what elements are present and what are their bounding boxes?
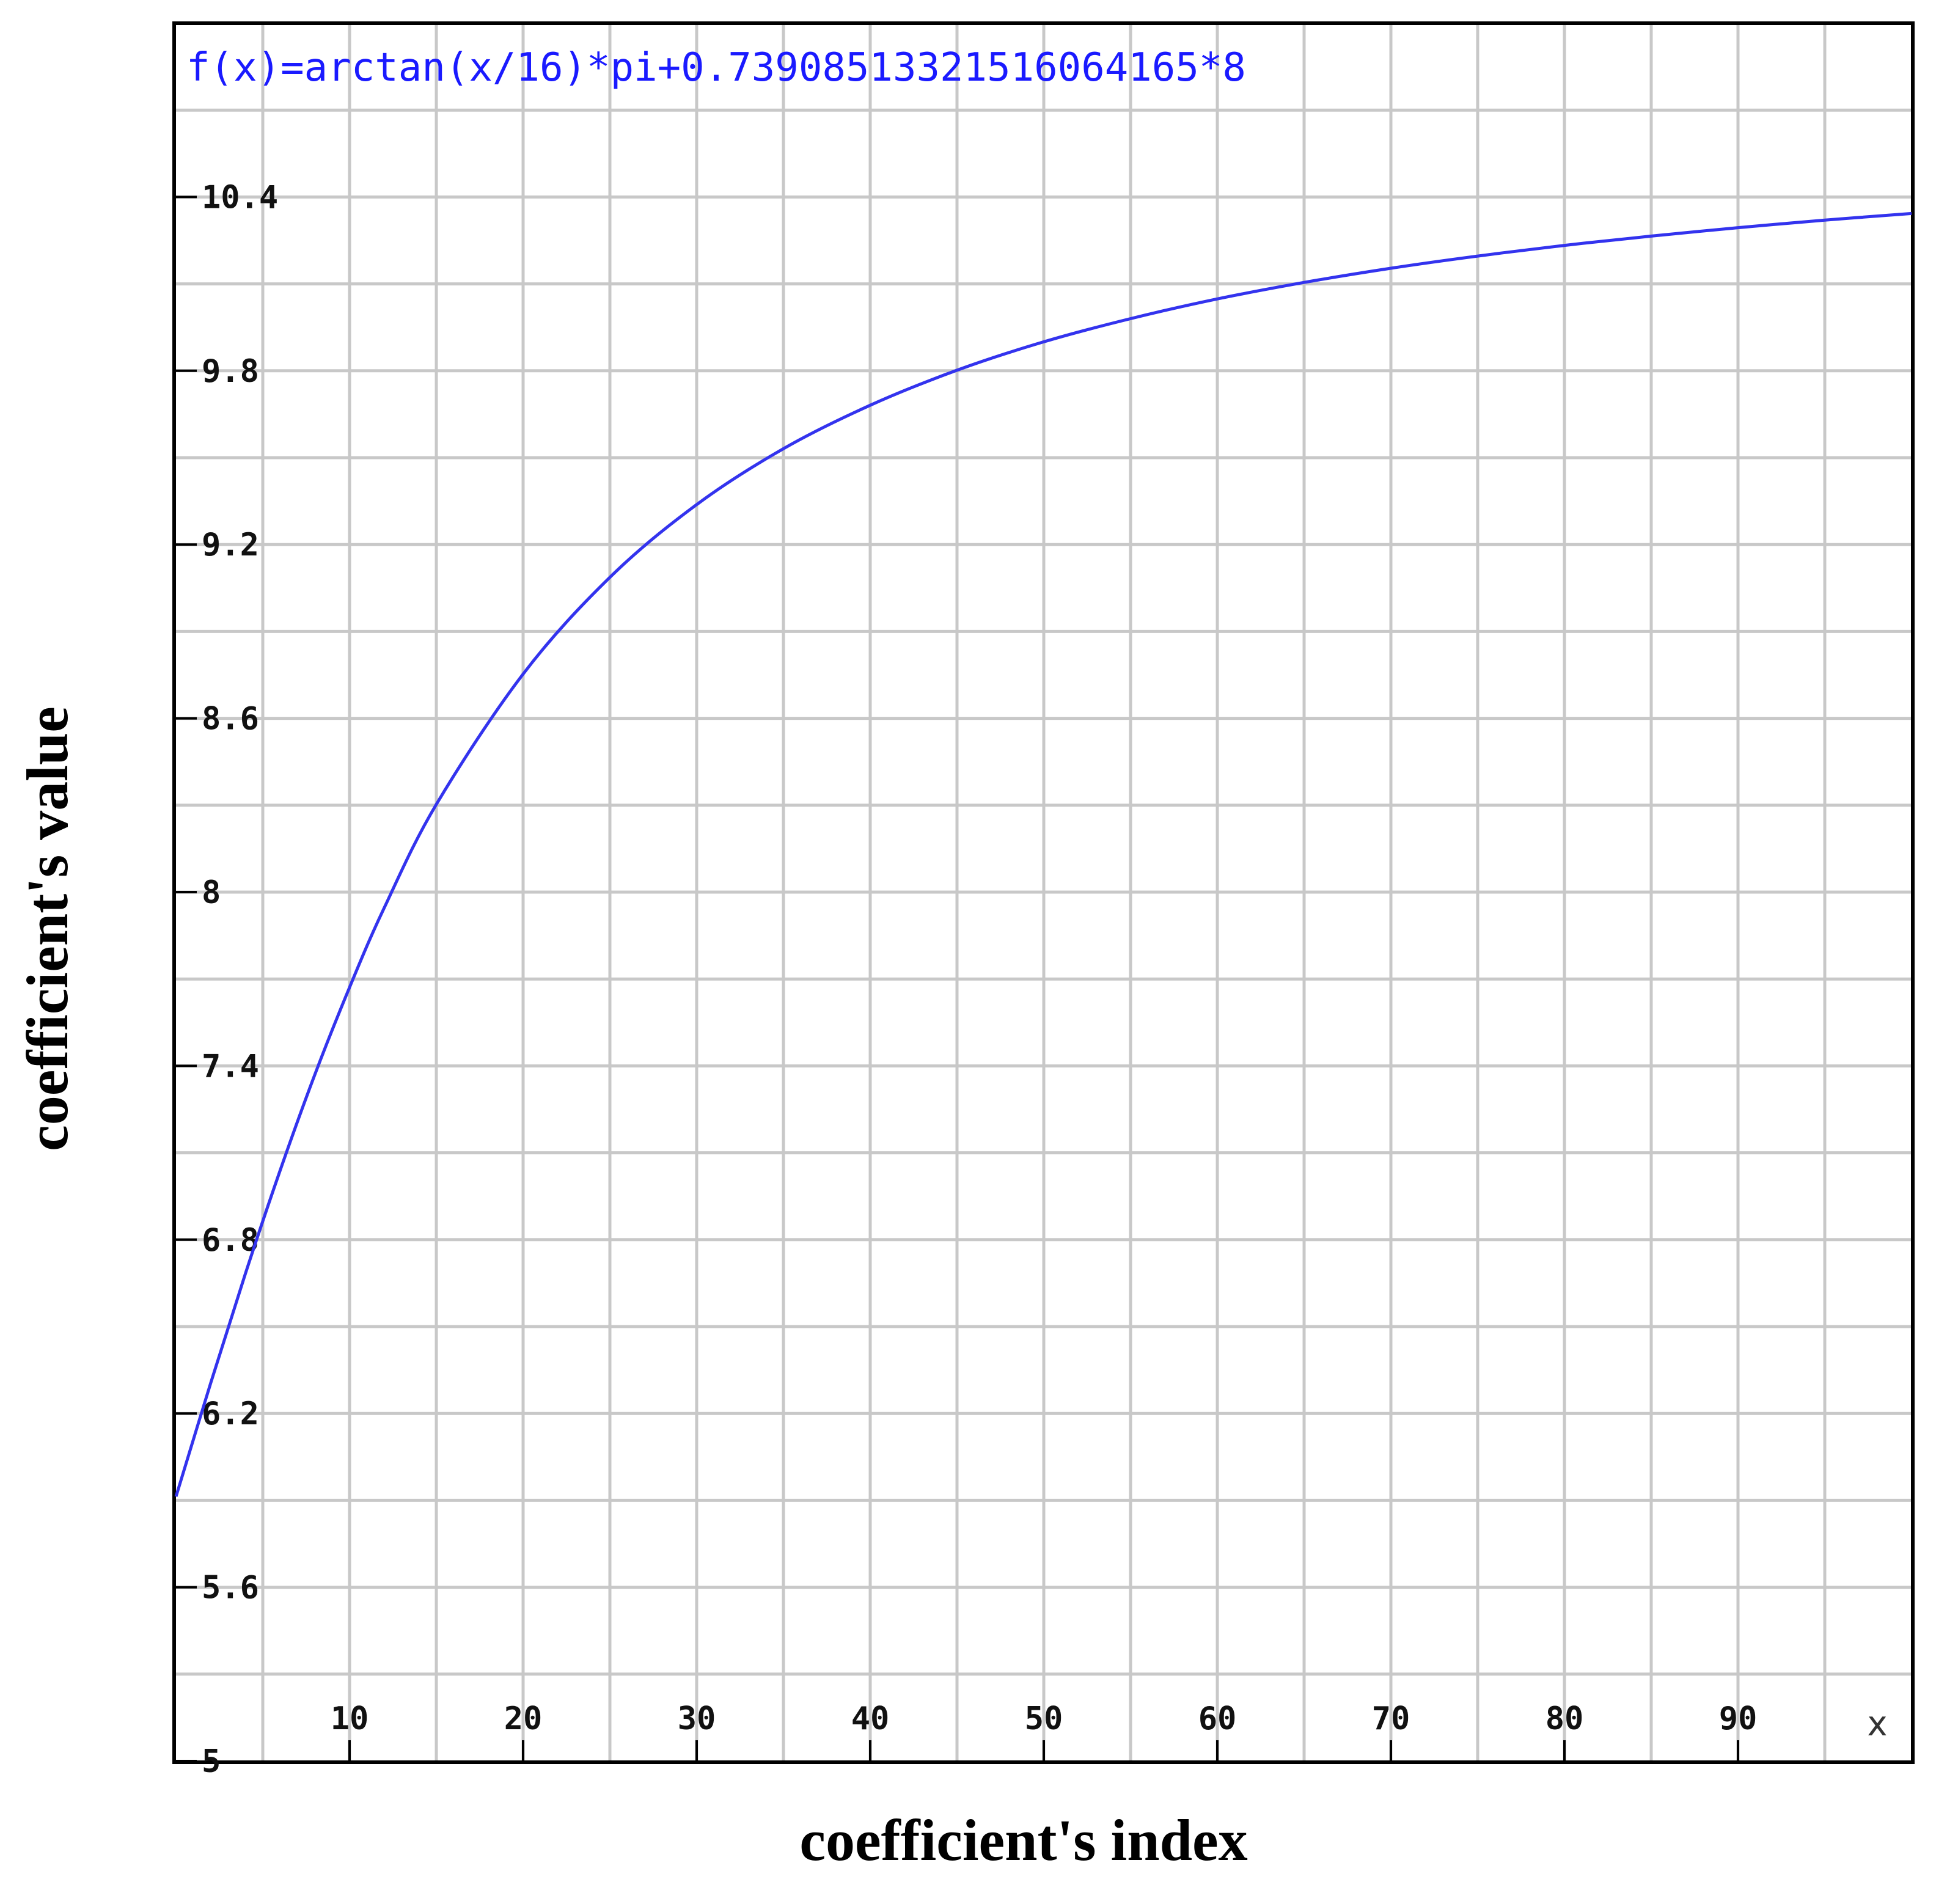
x-tick-label: 30 — [678, 1701, 716, 1737]
y-tick-label: 8 — [202, 874, 221, 911]
x-tick-label: 40 — [851, 1701, 890, 1737]
x-tick-label: 90 — [1719, 1701, 1758, 1737]
x-axis-title: coefficient's index — [799, 1807, 1247, 1873]
plot-frame — [172, 21, 1915, 1764]
y-axis-title: coefficient's value — [15, 706, 80, 1151]
y-tick-label: 5.6 — [202, 1570, 259, 1606]
y-tick-label: 6.2 — [202, 1396, 259, 1432]
y-tick-label: 9.8 — [202, 353, 259, 390]
y-tick-label: 10.4 — [202, 179, 278, 216]
y-tick-label: 6.8 — [202, 1222, 259, 1259]
function-label: f(x)=arctan(x/16)*pi+0.73908513321516064… — [186, 45, 1246, 90]
x-tick-label: 60 — [1198, 1701, 1237, 1737]
grid — [176, 23, 1912, 1761]
y-tick-label: 5 — [202, 1743, 221, 1780]
x-tick-label: 20 — [504, 1701, 543, 1737]
ticks: 5 5.6 6.2 6.8 7.4 8 8.6 9.2 9.8 10.4 10 20 30 40 50 60 7… — [176, 179, 1757, 1780]
y-tick-label: 7.4 — [202, 1048, 259, 1085]
x-axis-symbol: x — [1867, 1704, 1887, 1744]
y-tick-label: 8.6 — [202, 701, 259, 738]
x-tick-label: 50 — [1025, 1701, 1063, 1737]
x-tick-label: 10 — [331, 1701, 369, 1737]
x-tick-label: 80 — [1546, 1701, 1584, 1737]
series-line — [174, 211, 1912, 1497]
y-tick-label: 9.2 — [202, 527, 259, 563]
x-tick-label: 70 — [1372, 1701, 1410, 1737]
